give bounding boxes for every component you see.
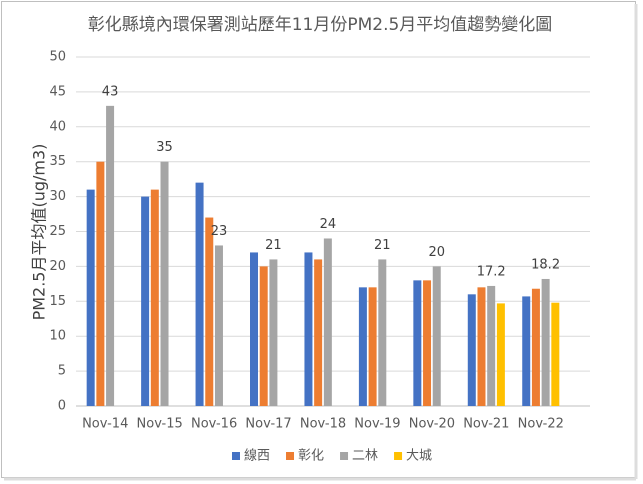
bar [323, 238, 332, 406]
bar [378, 259, 387, 406]
bar [477, 287, 486, 406]
data-label: 24 [320, 217, 337, 232]
bar [368, 287, 377, 406]
data-label: 18.2 [531, 257, 560, 272]
y-tick-label: 5 [58, 364, 66, 379]
legend-swatch [286, 452, 295, 460]
bar [413, 280, 422, 406]
data-label: 21 [265, 238, 282, 253]
legend-swatch [394, 452, 403, 460]
x-tick-label: Nov-14 [82, 417, 128, 432]
bar [160, 161, 169, 406]
y-tick-label: 40 [49, 119, 66, 134]
bar [423, 280, 432, 406]
bar [358, 287, 367, 406]
x-tick-label: Nov-21 [463, 417, 509, 432]
bar [314, 259, 323, 406]
legend-label: 線西 [244, 448, 270, 464]
bar [432, 266, 441, 406]
bar [195, 182, 204, 406]
bar [304, 252, 313, 406]
legend-swatch [340, 452, 349, 460]
x-tick-label: Nov-16 [191, 417, 237, 432]
bar [269, 259, 278, 406]
x-tick-label: Nov-22 [518, 417, 564, 432]
bar [141, 196, 150, 406]
legend-label: 二林 [352, 449, 378, 464]
data-label: 35 [156, 140, 173, 155]
bar [551, 302, 560, 406]
y-tick-label: 10 [49, 329, 66, 344]
bar [86, 189, 95, 406]
bar [522, 296, 531, 406]
y-tick-label: 20 [49, 259, 66, 274]
bar [496, 303, 505, 406]
data-label: 43 [102, 84, 119, 99]
data-label: 20 [428, 245, 445, 260]
y-tick-label: 30 [49, 189, 66, 204]
bar [205, 217, 214, 406]
y-tick-label: 0 [58, 399, 66, 414]
y-tick-label: 15 [49, 294, 66, 309]
x-tick-label: Nov-18 [300, 417, 346, 432]
bar [487, 285, 496, 406]
bar [96, 161, 105, 406]
legend-swatch [232, 452, 240, 460]
bar [467, 294, 476, 406]
bar [150, 189, 159, 406]
y-axis-title: PM2.5月平均值(ug/m3) [30, 144, 49, 321]
y-tick-label: 45 [49, 84, 66, 99]
legend-label: 大城 [406, 449, 432, 464]
bar [250, 252, 259, 406]
bar [531, 288, 540, 406]
legend-label: 彰化 [298, 448, 324, 464]
x-tick-label: Nov-19 [354, 417, 400, 432]
chart-title: 彰化縣境內環保署測站歷年11月份PM2.5月平均值趨勢變化圖 [88, 15, 553, 35]
data-label: 21 [374, 238, 391, 253]
bar [214, 245, 223, 406]
x-tick-label: Nov-17 [245, 417, 291, 432]
x-tick-label: Nov-20 [409, 417, 455, 432]
y-tick-label: 25 [49, 224, 66, 239]
data-label: 17.2 [477, 264, 506, 279]
bar [106, 105, 115, 407]
bar [541, 278, 550, 406]
y-tick-label: 35 [49, 154, 66, 169]
data-label: 23 [211, 224, 228, 239]
bar [259, 266, 268, 406]
x-tick-label: Nov-15 [137, 417, 183, 432]
y-tick-label: 50 [49, 50, 66, 65]
